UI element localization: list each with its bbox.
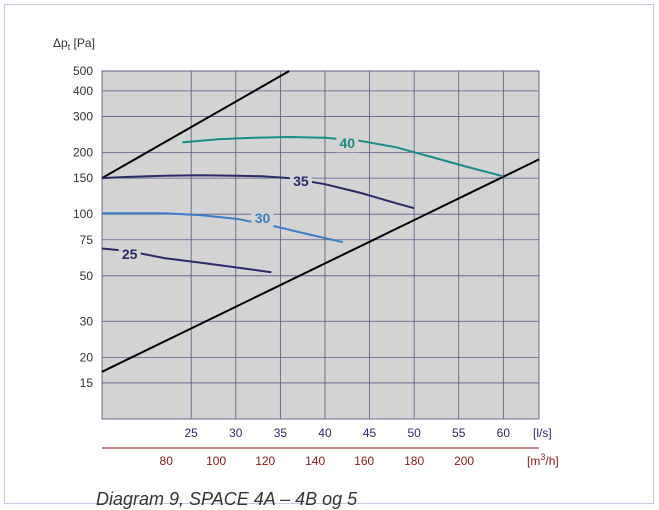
chart-caption: Diagram 9, SPACE 4A – 4B og 5: [96, 489, 358, 509]
x2-tick-label: 180: [404, 454, 424, 468]
chart-frame: 40 35 30 25 15 20 30 50 75 100 150 200 300 400 500 25…: [4, 4, 654, 509]
series-label-40: 40: [339, 135, 355, 151]
series-label-bg-35: [289, 172, 312, 191]
series-line-30: [102, 212, 344, 244]
y-tick-label: 300: [73, 109, 93, 123]
series-label-bg-25: [118, 244, 141, 263]
series-label-35: 35: [293, 173, 309, 189]
series-label-25: 25: [122, 246, 138, 262]
y-tick-label: 100: [73, 207, 93, 221]
series-line-35: [101, 174, 415, 210]
y-tick-labels: 15 20 30 50 75 100 150 200 300 400 500: [73, 64, 93, 390]
x2-tick-label: 120: [255, 454, 275, 468]
x2-tick-label: 80: [160, 454, 174, 468]
y-axis-label-main: Δp: [53, 36, 68, 50]
x-tick-label: 55: [452, 426, 466, 440]
chart-svg: 40 35 30 25 15 20 30 50 75 100 150 200 300 400 500 25…: [53, 36, 559, 468]
series-lines: 40 35 30 25: [101, 134, 504, 274]
x-tick-label: 30: [229, 426, 243, 440]
x-tick-labels: 25 30 35 40 45 50 55 60: [185, 426, 511, 440]
x2-tick-labels: 80 100 120 140 160 180 200: [160, 454, 475, 468]
system-line: [101, 70, 290, 179]
x2-tick-label: 100: [206, 454, 226, 468]
x2-axis-unit: [m3/h]: [527, 452, 559, 468]
y-axis-label-sub: t: [68, 42, 71, 52]
x2-axis-unit-main: [m: [527, 454, 540, 468]
y-tick-label: 75: [80, 233, 94, 247]
y-tick-label: 30: [80, 314, 94, 328]
x-tick-label: 25: [185, 426, 199, 440]
x2-tick-label: 160: [354, 454, 374, 468]
y-axis-label: Δpt [Pa]: [53, 36, 95, 52]
x-tick-label: 35: [274, 426, 288, 440]
y-tick-label: 50: [80, 269, 94, 283]
x2-tick-label: 200: [454, 454, 474, 468]
y-axis-label-unit: [Pa]: [70, 36, 95, 50]
y-tick-label: 400: [73, 84, 93, 98]
y-tick-label: 15: [80, 376, 94, 390]
x-tick-label: 60: [497, 426, 511, 440]
y-tick-label: 500: [73, 64, 93, 78]
plot-background: [101, 70, 540, 420]
x-axis-unit: [l/s]: [533, 426, 552, 440]
x-tick-label: 40: [318, 426, 332, 440]
x-tick-label: 50: [407, 426, 421, 440]
x2-tick-label: 140: [305, 454, 325, 468]
y-tick-label: 20: [80, 350, 94, 364]
system-lines: [101, 70, 540, 373]
x-tick-label: 45: [363, 426, 377, 440]
y-tick-label: 150: [73, 171, 93, 185]
series-label-bg-40: [336, 134, 359, 153]
x2-axis-unit-end: /h]: [545, 454, 558, 468]
system-line: [101, 158, 540, 373]
x2-axis-unit-sup: 3: [540, 452, 545, 462]
y-tick-label: 200: [73, 146, 93, 160]
series-label-bg-30: [251, 208, 274, 227]
series-label-30: 30: [255, 210, 271, 226]
